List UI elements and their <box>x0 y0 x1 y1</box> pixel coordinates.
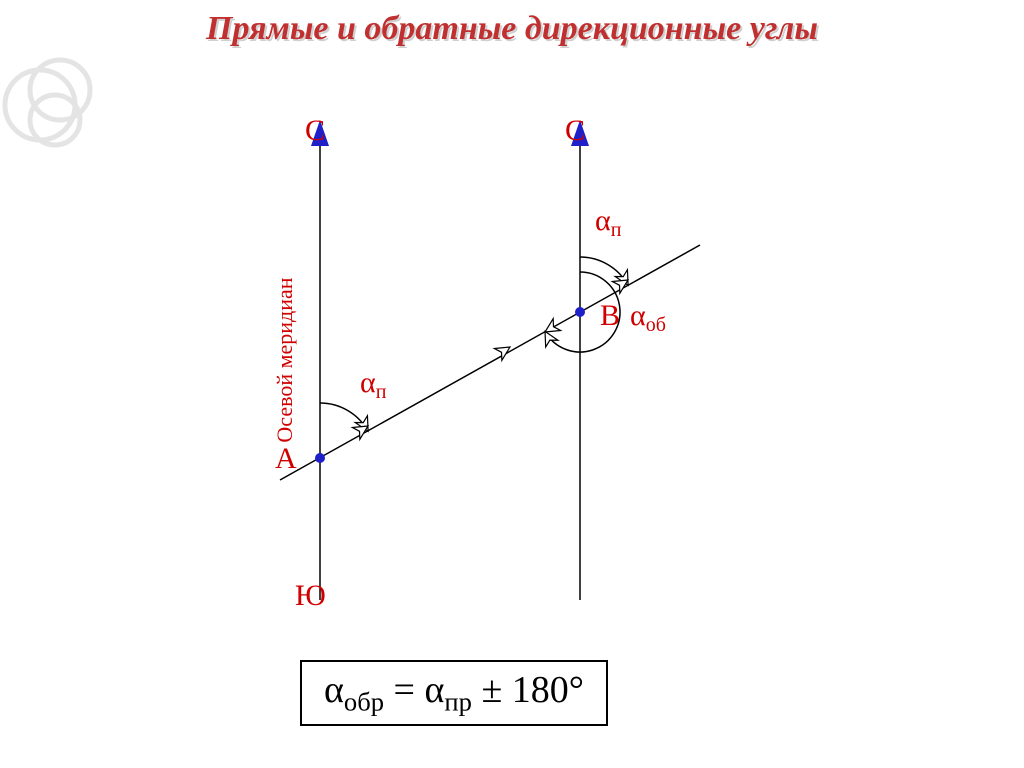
svg-text:С: С <box>565 114 585 147</box>
title-text: Прямые и обратные дирекционные углы <box>206 10 818 47</box>
decorative-circles <box>0 50 110 160</box>
formula-box: αобр = αпр ± 180° <box>300 660 608 726</box>
svg-text:A: A <box>275 442 297 475</box>
page-title: Прямые и обратные дирекционные углы <box>0 10 1024 48</box>
svg-text:αоб: αоб <box>630 299 666 336</box>
svg-text:B: B <box>600 299 620 332</box>
svg-text:Осевой меридиан: Осевой меридиан <box>272 277 297 442</box>
svg-text:αп: αп <box>360 366 387 403</box>
formula-text: αобр = αпр ± 180° <box>324 669 584 711</box>
svg-text:С: С <box>305 114 325 147</box>
geodesy-diagram: A B С С Ю Осевой меридиан αп αп αоб <box>200 100 820 620</box>
svg-text:αп: αп <box>595 204 622 241</box>
svg-text:Ю: Ю <box>295 579 326 612</box>
